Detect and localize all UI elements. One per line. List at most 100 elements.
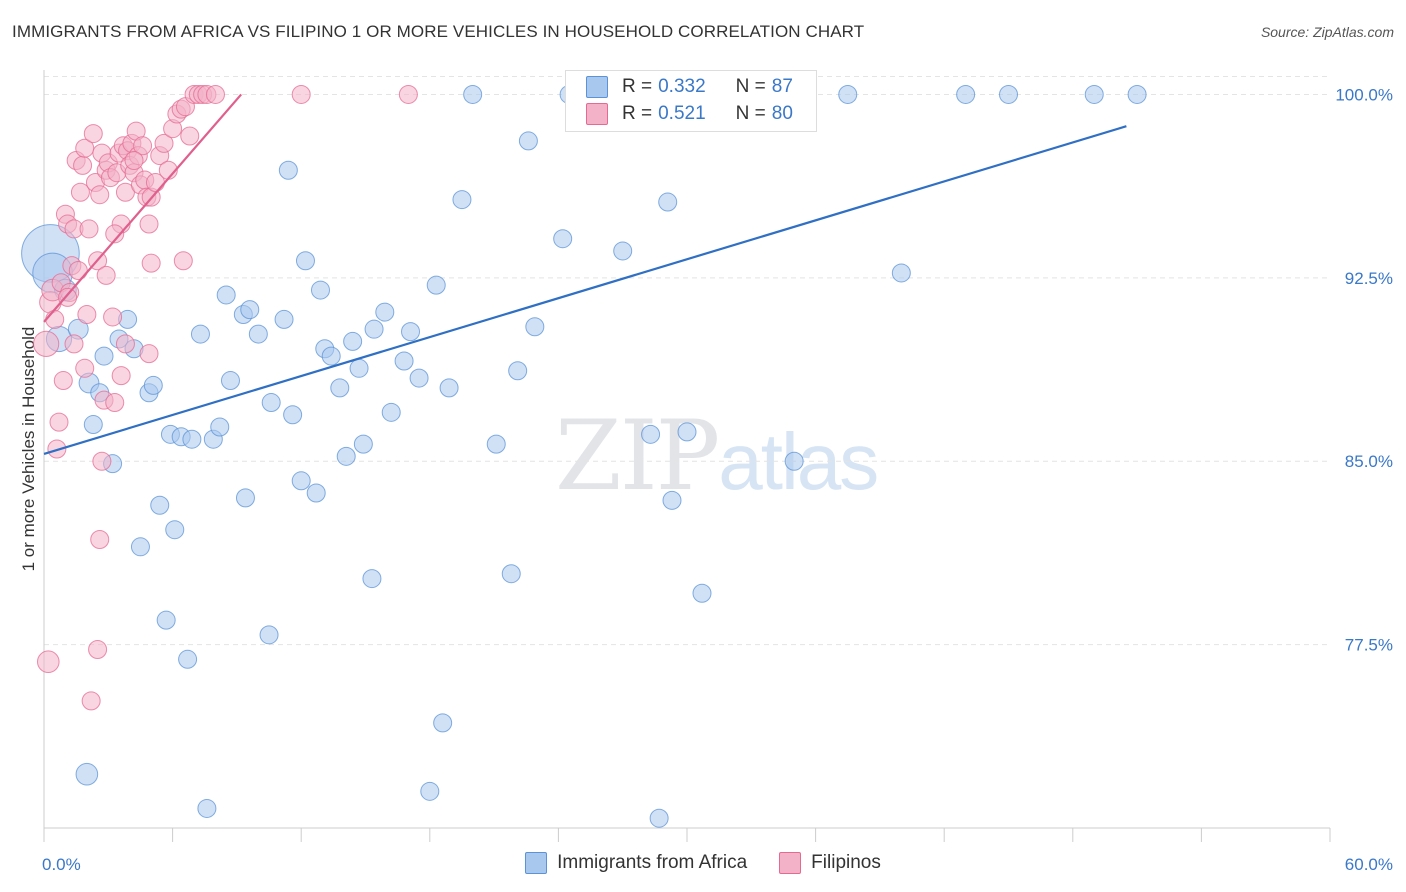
legend-r-label: R = xyxy=(622,76,653,97)
point-filipinos xyxy=(83,124,103,144)
point-africa xyxy=(662,490,682,510)
point-africa xyxy=(692,583,712,603)
legend-item-africa[interactable]: Immigrants from Africa xyxy=(525,852,747,874)
point-africa xyxy=(235,488,255,508)
legend-swatch-blue xyxy=(525,852,548,874)
point-africa xyxy=(220,371,240,391)
point-filipinos xyxy=(90,185,110,205)
legend-r-label: R = xyxy=(622,103,653,124)
series-legend: Immigrants from Africa Filipinos xyxy=(0,852,1406,874)
point-africa xyxy=(353,434,373,454)
point-africa xyxy=(190,324,210,344)
point-filipinos xyxy=(75,138,95,158)
point-filipinos xyxy=(124,150,144,170)
watermark: ZIPatlas xyxy=(555,400,879,512)
point-filipinos xyxy=(73,155,93,175)
legend-swatch-pink xyxy=(586,103,608,125)
point-africa xyxy=(518,131,538,151)
point-filipinos xyxy=(180,126,200,146)
point-africa xyxy=(613,241,633,261)
point-africa xyxy=(784,451,804,471)
point-africa xyxy=(641,424,661,444)
point-africa xyxy=(216,285,236,305)
y-tick-label: 85.0% xyxy=(1345,452,1393,471)
trendline-filipinos xyxy=(43,93,243,323)
point-africa xyxy=(1127,84,1147,104)
point-filipinos xyxy=(205,84,225,104)
trendline-africa xyxy=(43,125,1127,455)
point-filipinos xyxy=(53,371,73,391)
point-filipinos xyxy=(70,182,90,202)
point-africa xyxy=(452,190,472,210)
point-africa xyxy=(401,322,421,342)
y-tick-label: 77.5% xyxy=(1345,636,1393,655)
point-africa xyxy=(999,84,1018,104)
stats-legend-row-africa: R = 0.332 N = 87 xyxy=(586,75,793,99)
x-tick-label: 60.0% xyxy=(1345,855,1393,874)
legend-label-filipinos: Filipinos xyxy=(811,852,881,873)
point-filipinos xyxy=(58,287,78,307)
point-africa xyxy=(362,569,382,589)
point-filipinos xyxy=(96,265,116,285)
point-africa xyxy=(486,434,506,454)
point-africa xyxy=(156,610,176,630)
point-filipinos xyxy=(81,691,101,711)
point-africa xyxy=(349,358,369,378)
point-filipinos xyxy=(111,366,131,386)
point-filipinos xyxy=(68,261,88,281)
point-africa xyxy=(891,263,911,283)
point-filipinos xyxy=(79,219,99,239)
legend-item-filipinos[interactable]: Filipinos xyxy=(779,852,881,874)
point-africa xyxy=(291,471,311,491)
point-africa xyxy=(553,229,573,249)
point-filipinos xyxy=(173,251,193,271)
point-filipinos xyxy=(105,393,125,413)
point-filipinos xyxy=(88,640,108,660)
point-filipinos xyxy=(291,84,311,104)
point-africa xyxy=(259,625,279,645)
legend-n-label: N = xyxy=(735,103,766,124)
point-africa xyxy=(83,415,103,435)
point-filipinos xyxy=(64,334,84,354)
point-africa xyxy=(75,762,99,786)
point-filipinos xyxy=(139,214,159,234)
point-africa xyxy=(274,309,294,329)
point-africa xyxy=(375,302,395,322)
source-label: Source: ZipAtlas.com xyxy=(1260,24,1394,40)
point-africa xyxy=(330,378,350,398)
point-africa xyxy=(240,300,260,320)
point-africa xyxy=(394,351,414,371)
point-africa xyxy=(838,84,858,104)
legend-r-value: 0.332 xyxy=(658,76,706,97)
point-filipinos xyxy=(49,412,69,432)
point-africa xyxy=(182,429,202,449)
y-tick-label: 100.0% xyxy=(1335,85,1393,104)
y-tick-label: 92.5% xyxy=(1345,269,1393,288)
point-africa xyxy=(508,361,528,381)
point-africa xyxy=(433,713,453,733)
point-africa xyxy=(525,317,545,337)
point-africa xyxy=(248,324,268,344)
chart-title: IMMIGRANTS FROM AFRICA VS FILIPINO 1 OR … xyxy=(12,22,865,41)
point-filipinos xyxy=(36,650,60,674)
point-africa xyxy=(278,160,298,180)
point-africa xyxy=(381,402,401,422)
point-africa xyxy=(364,319,384,339)
point-africa xyxy=(343,331,363,351)
point-filipinos xyxy=(154,133,174,153)
x-tick-label: 0.0% xyxy=(42,855,81,874)
point-africa xyxy=(197,798,217,818)
point-africa xyxy=(94,346,114,366)
point-filipinos xyxy=(75,358,95,378)
point-africa xyxy=(658,192,678,212)
point-africa xyxy=(321,346,341,366)
point-africa xyxy=(178,649,198,669)
point-filipinos xyxy=(45,309,65,329)
point-filipinos xyxy=(103,307,123,327)
legend-label-africa: Immigrants from Africa xyxy=(557,852,748,873)
point-africa xyxy=(463,84,483,104)
legend-swatch-blue xyxy=(586,76,608,98)
point-africa xyxy=(261,393,281,413)
point-africa xyxy=(283,405,303,425)
